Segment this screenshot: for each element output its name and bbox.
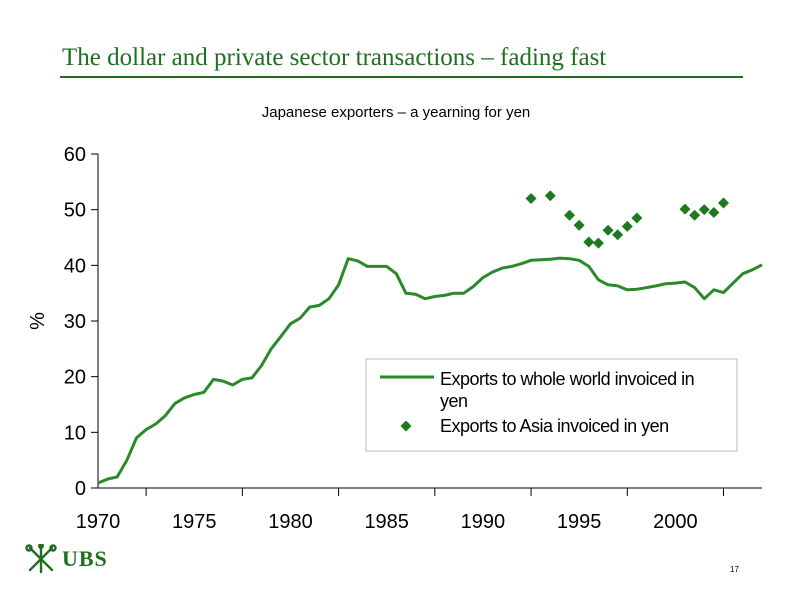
x-tick-label: 1995 [557,511,602,533]
x-tick-label: 1985 [364,511,409,533]
y-tick-label: 50 [64,200,86,222]
slide-title: The dollar and private sector transactio… [62,44,607,71]
x-tick-label: 1975 [172,511,217,533]
y-tick-label: 0 [75,478,86,500]
y-tick-label: 40 [64,255,86,277]
series-marker-asia [592,237,604,249]
logo-text: UBS [62,546,108,571]
y-tick-label: 30 [64,311,86,333]
legend-box [365,358,738,452]
series-marker-asia [708,206,720,218]
x-tick-label: 1970 [76,511,121,533]
x-tick-label: 1980 [268,511,313,533]
y-tick-label: 60 [64,144,86,166]
series-marker-asia [621,220,633,232]
series-marker-asia [602,224,614,236]
legend-label-line1: Exports to whole world invoiced in [440,369,694,389]
legend-label-line2: yen [440,391,468,411]
title-divider [60,76,743,78]
x-tick-label: 2000 [653,511,698,533]
series-line-whole-world [97,256,763,485]
y-tick-label: 20 [64,367,86,389]
page-number: 17 [730,565,739,574]
series-marker-asia [583,236,595,248]
series-marker-asia [525,193,537,205]
y-tick-label: 10 [64,422,86,444]
y-axis-label: % [27,312,49,330]
series-marker-asia [544,190,556,202]
x-tick-label: 1990 [461,511,506,533]
series-marker-asia [698,204,710,216]
series-marker-asia [564,209,576,221]
ubs-logo: UBS [24,544,108,574]
series-marker-asia [679,203,691,215]
series-marker-asia [573,219,585,231]
series-marker-asia [631,212,643,224]
chart-title: Japanese exporters – a yearning for yen [261,104,531,121]
legend-label-whole-world: Exports to whole world invoiced in yen [440,369,694,411]
series-marker-asia [689,209,701,221]
legend-label-asia: Exports to Asia invoiced in yen [440,416,669,436]
series-marker-asia [718,197,730,209]
legend-marker-swatch [400,420,412,432]
series-marker-asia [612,229,624,241]
keys-icon [25,544,57,574]
